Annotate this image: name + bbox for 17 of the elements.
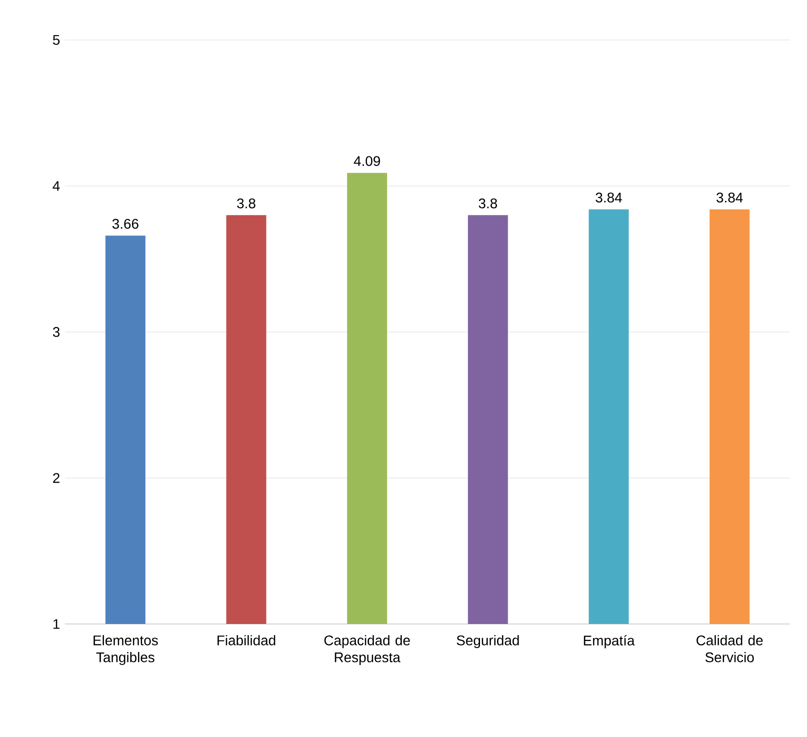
y-tick-label: 2 [53,473,60,483]
y-tick-label: 1 [53,619,60,629]
x-tick-label: Empatía [584,635,635,648]
x-tick-label: Calidad de Servicio [696,635,763,662]
x-tick-label: Fiabilidad [218,635,276,646]
data-label: 4.09 [354,156,380,166]
data-label: 3.84 [716,192,743,202]
y-tick-label: 4 [52,181,60,191]
x-tick-label: Elementos Tangibles [94,635,158,666]
x-tick-label: Capacidad de Respuesta [324,635,410,666]
data-label: 3.66 [112,218,138,229]
data-label: 3.8 [237,198,256,208]
data-label: 3.84 [596,192,622,202]
y-tick-label: 5 [52,35,60,45]
y-tick-label: 3 [52,327,60,337]
x-tick-label: Seguridad [456,635,519,648]
data-label: 3.8 [478,198,498,208]
